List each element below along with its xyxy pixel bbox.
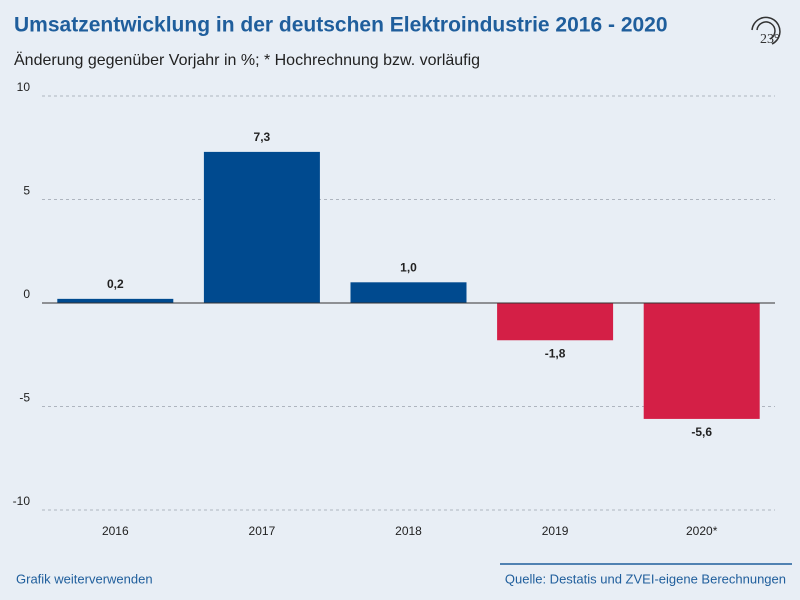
value-label: 7,3 xyxy=(254,130,271,144)
value-label: 0,2 xyxy=(107,277,124,291)
bar xyxy=(497,303,614,341)
x-tick-label: 2016 xyxy=(102,524,129,538)
chart-subtitle: Änderung gegenüber Vorjahr in %; * Hochr… xyxy=(14,51,480,69)
x-tick-label: 2018 xyxy=(395,524,422,538)
x-tick-label: 2020* xyxy=(686,524,718,538)
bar xyxy=(643,303,760,419)
value-label: -5,6 xyxy=(691,425,712,439)
chart-title: Umsatzentwicklung in der deutschen Elekt… xyxy=(14,14,668,37)
logo-arc xyxy=(756,21,776,40)
bar xyxy=(203,151,320,303)
logo-arc xyxy=(751,16,781,45)
value-label: 1,0 xyxy=(400,260,417,274)
x-tick-label: 2019 xyxy=(542,524,569,538)
y-tick-label: -10 xyxy=(13,494,31,508)
reuse-link[interactable]: Grafik weiterverwenden xyxy=(16,571,153,586)
bar xyxy=(350,282,467,303)
logo-text: 23° xyxy=(760,32,780,47)
y-tick-label: 5 xyxy=(23,184,30,198)
bar xyxy=(57,298,174,303)
value-label: -1,8 xyxy=(545,346,566,360)
source-note: Quelle: Destatis und ZVEI-eigene Berechn… xyxy=(505,571,786,586)
y-tick-label: -5 xyxy=(19,391,30,405)
y-tick-label: 10 xyxy=(17,80,31,94)
x-tick-label: 2017 xyxy=(249,524,276,538)
logo: 23° xyxy=(751,16,781,47)
y-tick-label: 0 xyxy=(23,287,30,301)
